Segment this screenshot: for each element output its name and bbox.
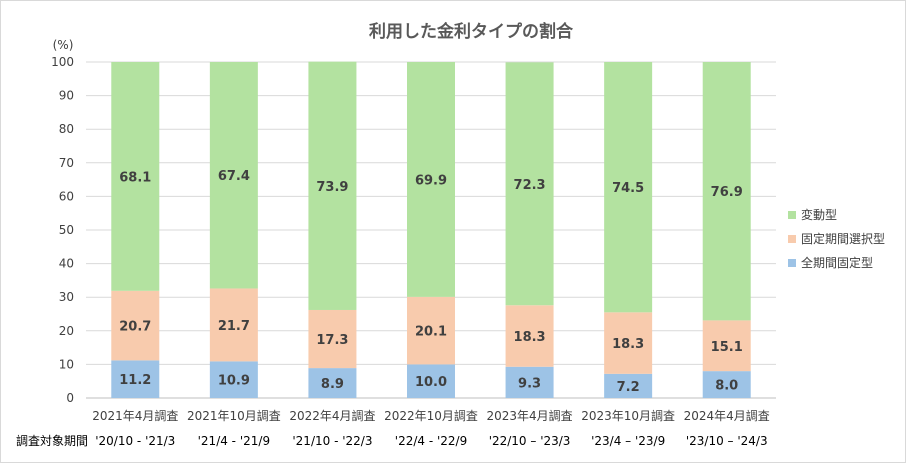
period-row-label: 調査対象期間 — [16, 434, 88, 448]
bars — [111, 61, 751, 398]
legend-entry: 固定期間選択型 — [801, 231, 885, 246]
data-label: 20.1 — [415, 325, 447, 340]
x-axis-periods: '20/10 - '21/3 '21/4 - '21/9 '21/10 - '22/… — [95, 434, 767, 448]
x-period-label: '23/4 – '23/9 — [591, 434, 665, 448]
bar-segment-3 — [209, 62, 258, 289]
data-label: 8.9 — [321, 377, 344, 392]
data-label: 7.2 — [617, 380, 640, 395]
x-category-label: 2023年4月調査 — [486, 409, 572, 423]
data-label: 73.9 — [316, 180, 348, 195]
legend-swatch — [788, 235, 796, 243]
x-category-label: 2022年10月調査 — [384, 409, 478, 423]
y-tick-label: 70 — [59, 156, 74, 170]
bar-segment-1 — [407, 364, 455, 398]
bar-segment-1 — [209, 361, 258, 398]
data-labels: 11.2 20.7 68.1 10.9 21.7 67.4 8.9 17.3 73.9 10.0 2… — [119, 169, 743, 395]
x-period-label: '22/10 – '23/3 — [489, 434, 571, 448]
bar-segment-1 — [111, 360, 160, 398]
x-category-label: 2022年4月調査 — [289, 409, 375, 423]
y-axis-ticks: 0 10 20 30 40 50 60 70 80 90 100 — [51, 55, 74, 405]
data-label: 69.9 — [415, 173, 447, 188]
data-label: 67.4 — [218, 169, 250, 184]
bar-segment-1 — [308, 368, 357, 398]
x-axis-categories: 2021年4月調査 2021年10月調査 2022年4月調査 2022年10月調査 20… — [92, 409, 770, 423]
y-axis-unit-label: (%) — [53, 38, 74, 52]
x-period-label: '20/10 - '21/3 — [95, 434, 175, 448]
y-tick-label: 80 — [59, 122, 74, 136]
data-label: 10.9 — [218, 374, 250, 389]
legend-entry: 全期間固定型 — [801, 255, 873, 270]
data-label: 21.7 — [218, 319, 250, 334]
data-label: 15.1 — [711, 340, 743, 355]
bar-segment-1 — [702, 371, 751, 398]
bar-segment-3 — [308, 61, 357, 310]
legend-swatch — [788, 259, 796, 267]
bar-segment-3 — [702, 62, 751, 321]
x-category-label: 2021年10月調査 — [187, 409, 281, 423]
legend-entry: 変動型 — [801, 207, 837, 222]
chart-title: 利用した金利タイプの割合 — [369, 21, 574, 42]
data-label: 11.2 — [119, 373, 151, 388]
bar-segment-3 — [407, 62, 455, 297]
y-tick-label: 50 — [59, 223, 74, 237]
y-tick-label: 40 — [59, 257, 74, 271]
data-label: 68.1 — [119, 170, 151, 185]
y-tick-label: 90 — [59, 89, 74, 103]
data-label: 8.0 — [715, 379, 738, 394]
data-label: 76.9 — [711, 185, 743, 200]
bar-segment-2 — [308, 309, 357, 369]
bar-segment-2 — [604, 312, 653, 374]
bar-segment-2 — [111, 290, 160, 361]
bar-segment-2 — [702, 320, 751, 372]
x-period-label: '22/4 - '22/9 — [395, 434, 467, 448]
data-label: 10.0 — [415, 375, 447, 390]
data-label: 18.3 — [612, 337, 644, 352]
data-label: 9.3 — [518, 376, 541, 391]
data-label: 20.7 — [119, 320, 151, 335]
bar-segment-1 — [604, 373, 653, 398]
bar-segment-3 — [604, 62, 653, 313]
bar-segment-2 — [209, 288, 258, 362]
bar-segment-2 — [505, 305, 554, 367]
legend-swatch — [788, 211, 796, 219]
data-label: 18.3 — [514, 330, 546, 345]
data-label: 17.3 — [316, 333, 348, 348]
y-tick-label: 100 — [51, 55, 74, 69]
data-label: 74.5 — [612, 181, 644, 196]
bar-segment-3 — [111, 62, 160, 291]
bar-segment-1 — [505, 366, 554, 398]
y-tick-label: 10 — [59, 357, 74, 371]
x-period-label: '21/10 - '22/3 — [292, 434, 372, 448]
bar-segment-3 — [505, 62, 554, 306]
y-tick-label: 60 — [59, 189, 74, 203]
y-tick-label: 0 — [66, 391, 74, 405]
x-period-label: '21/4 - '21/9 — [198, 434, 270, 448]
y-tick-label: 20 — [59, 324, 74, 338]
x-period-label: '23/10 – '24/3 — [686, 434, 768, 448]
x-category-label: 2023年10月調査 — [581, 409, 675, 423]
bar-segment-2 — [407, 296, 455, 365]
data-label: 72.3 — [514, 178, 546, 193]
y-tick-label: 30 — [59, 290, 74, 304]
x-category-label: 2024年4月調査 — [684, 409, 770, 423]
x-category-label: 2021年4月調査 — [92, 409, 178, 423]
